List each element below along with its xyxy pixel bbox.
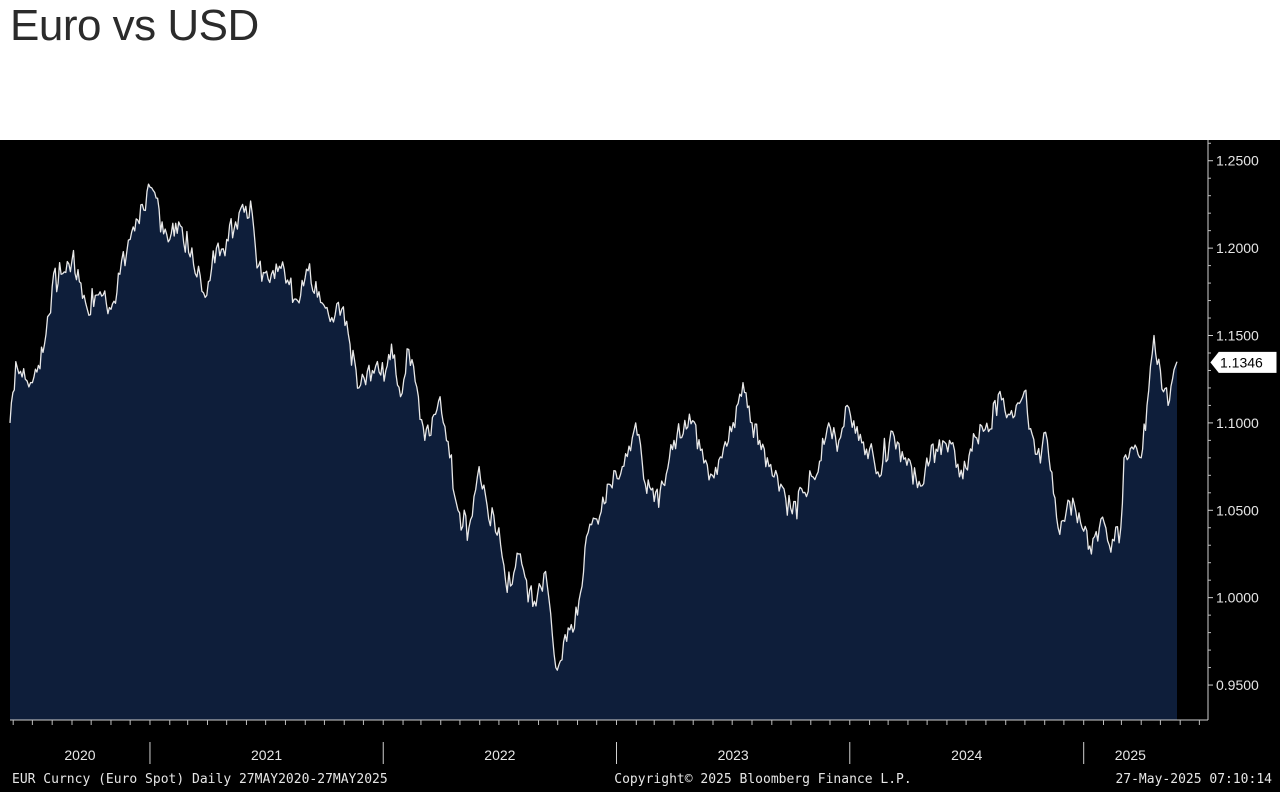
x-tick-label: 2021 xyxy=(251,747,282,763)
y-tick-label: 0.9500 xyxy=(1216,677,1259,693)
plot-layer xyxy=(9,183,1178,721)
x-axis: 2020 2021 2022 2023 2024 2025 xyxy=(10,719,1208,764)
x-tick-label: 2024 xyxy=(951,747,982,763)
chart-svg: 1.2500 1.2000 1.1500 1.1000 1.0500 1.0000 0.95… xyxy=(0,140,1280,792)
chart: 1.2500 1.2000 1.1500 1.1000 1.0500 1.0000 0.95… xyxy=(0,140,1280,792)
y-tick-label: 1.2500 xyxy=(1216,153,1259,169)
y-tick-label: 1.2000 xyxy=(1216,240,1259,256)
y-tick-label: 1.1500 xyxy=(1216,328,1259,344)
footer-source: EUR Curncy (Euro Spot) Daily 27MAY2020-2… xyxy=(12,772,388,787)
y-tick-label: 1.0000 xyxy=(1216,590,1259,606)
y-tick-label: 1.0500 xyxy=(1216,502,1259,518)
x-tick-label: 2025 xyxy=(1115,747,1146,763)
y-tick-label: 1.1000 xyxy=(1216,415,1259,431)
last-value-label: 1.1346 xyxy=(1220,354,1263,370)
series-line xyxy=(9,183,1178,671)
x-tick-label: 2020 xyxy=(64,747,95,763)
page-title: Euro vs USD xyxy=(10,1,259,50)
y-axis: 1.2500 1.2000 1.1500 1.1000 1.0500 1.0000 0.95… xyxy=(1207,140,1277,720)
series-area xyxy=(10,184,1177,721)
x-tick-label: 2023 xyxy=(718,747,749,763)
last-value-tag xyxy=(1210,351,1277,373)
footer-copyright: Copyright© 2025 Bloomberg Finance L.P. xyxy=(614,772,911,787)
x-tick-label: 2022 xyxy=(484,747,515,763)
footer-timestamp: 27-May-2025 07:10:14 xyxy=(1115,772,1272,787)
